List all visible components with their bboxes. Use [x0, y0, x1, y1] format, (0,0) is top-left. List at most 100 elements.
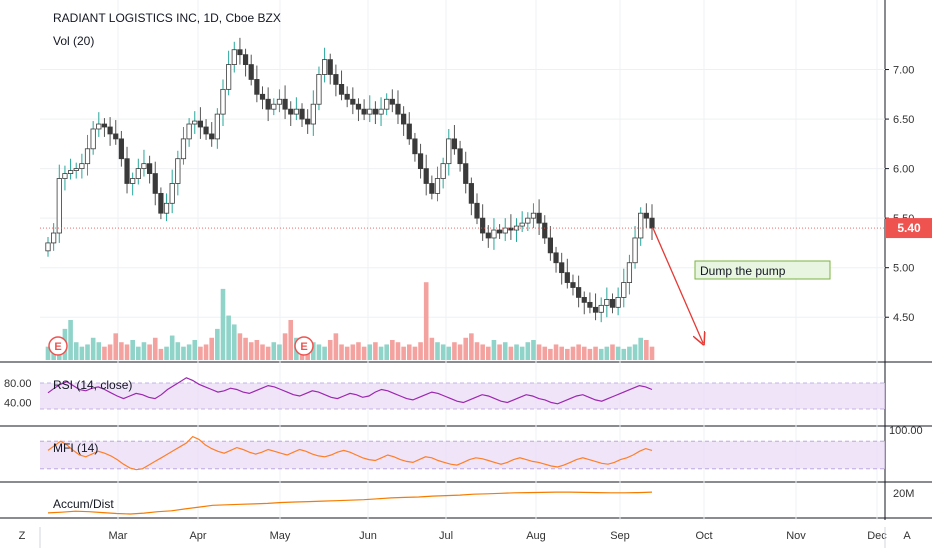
candle — [525, 217, 531, 224]
last-price-tag — [886, 218, 932, 239]
candle — [412, 138, 418, 155]
volume-bar — [85, 344, 90, 360]
earnings-marker-label: E — [54, 341, 61, 353]
candle — [327, 59, 333, 75]
earnings-marker-icon[interactable] — [294, 336, 314, 356]
candle — [440, 163, 446, 179]
candle — [265, 98, 271, 110]
candle — [67, 170, 74, 174]
candle — [209, 133, 215, 140]
volume-bar — [542, 346, 548, 360]
volume-bar — [378, 346, 384, 360]
candle — [570, 282, 576, 288]
candle — [276, 98, 283, 105]
candle — [96, 123, 102, 130]
candle — [423, 168, 429, 184]
volume-bar — [316, 344, 322, 360]
earnings-marker-label: E — [300, 341, 307, 353]
volume-bar — [265, 346, 271, 360]
auto-scale-button[interactable]: A — [903, 530, 911, 542]
volume-bar — [215, 328, 220, 360]
candle — [242, 54, 249, 65]
time-tick-label: Dec — [867, 530, 887, 542]
candle — [180, 138, 187, 160]
time-tick-label: Apr — [189, 530, 206, 542]
candle — [536, 212, 542, 224]
volume-bar — [113, 333, 119, 360]
candle — [559, 262, 565, 274]
candle — [175, 158, 181, 184]
volume-bar — [277, 344, 282, 360]
volume-bar — [198, 346, 203, 360]
rsi-band — [40, 383, 885, 409]
volume-bar — [45, 346, 51, 360]
candle — [118, 138, 124, 160]
volume-bar — [576, 344, 581, 360]
price-tick-label: 6.00 — [893, 164, 914, 176]
candle — [310, 103, 316, 125]
candle — [621, 282, 627, 298]
volume-bar — [435, 342, 440, 360]
volume-bar — [418, 342, 423, 360]
time-tick-label: Sep — [610, 530, 630, 542]
candle — [254, 79, 260, 95]
volume-bar — [107, 344, 113, 360]
candle — [73, 168, 79, 171]
volume-bar — [469, 333, 474, 360]
candle — [220, 88, 226, 115]
candle — [158, 192, 164, 214]
volume-bar — [367, 344, 373, 360]
volume-bar — [237, 333, 243, 360]
timezone-button[interactable]: Z — [19, 530, 26, 542]
volume-bar — [333, 333, 339, 360]
candle — [79, 163, 85, 170]
volume-bar — [604, 346, 610, 360]
volume-bar — [169, 335, 175, 360]
volume-bar — [395, 342, 401, 360]
candle — [395, 103, 401, 115]
candle — [135, 168, 141, 179]
candle — [401, 113, 407, 125]
candle — [344, 93, 350, 100]
volume-bar — [124, 344, 130, 360]
candle — [474, 202, 480, 219]
candle — [626, 262, 633, 283]
candle — [542, 222, 548, 239]
earnings-marker-icon[interactable] — [48, 336, 68, 356]
candle — [62, 173, 68, 179]
candle — [649, 217, 655, 229]
volume-bar — [322, 346, 327, 360]
candle — [226, 64, 232, 90]
candle — [480, 217, 486, 234]
price-tick-label: 5.00 — [893, 263, 914, 275]
annotation-box[interactable] — [694, 260, 831, 280]
candle — [130, 178, 136, 184]
volume-bar — [220, 288, 226, 360]
rsi-line — [47, 377, 653, 405]
candle — [508, 227, 514, 231]
time-tick-label: May — [270, 530, 291, 542]
volume-bar — [649, 346, 655, 360]
volume-bar — [288, 320, 294, 360]
candle — [113, 133, 119, 140]
volume-bar — [502, 342, 508, 360]
candle — [271, 103, 277, 110]
time-tick-label: Oct — [695, 530, 712, 542]
volume-bar — [508, 346, 514, 360]
candle — [463, 163, 469, 184]
candle — [604, 298, 610, 306]
candle — [45, 242, 51, 252]
candle — [231, 49, 237, 65]
volume-bar — [164, 346, 169, 360]
volume-bar — [491, 340, 497, 360]
volume-bar — [610, 344, 615, 360]
volume-bar — [344, 346, 350, 360]
volume-bar — [598, 348, 604, 360]
candle — [581, 297, 587, 303]
annotation-arrow[interactable] — [652, 227, 703, 343]
time-tick-label: Jul — [439, 530, 453, 542]
volume-bar — [390, 340, 395, 360]
candle — [355, 103, 362, 110]
candle — [576, 287, 582, 298]
